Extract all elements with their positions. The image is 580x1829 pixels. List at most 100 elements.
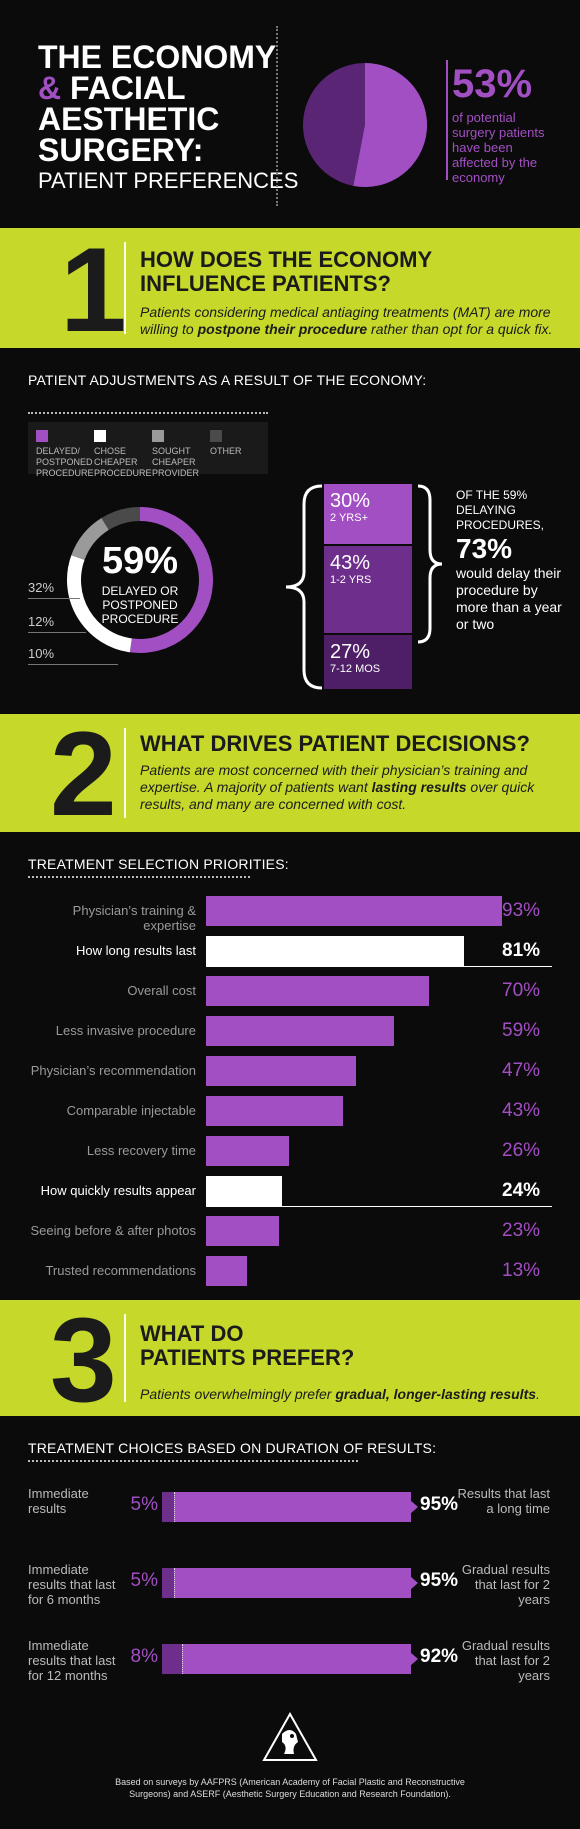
duration-right-pct: 95% xyxy=(420,1570,459,1591)
delay-note-post: would delay their procedure by more than… xyxy=(456,565,562,632)
delay-stack-label: 43% 1-2 YRS xyxy=(330,552,371,586)
duration-right-pct: 95% xyxy=(420,1494,459,1515)
section1-body-bold: postpone their procedure xyxy=(197,321,368,337)
section3-body: Patients overwhelmingly prefer gradual, … xyxy=(140,1386,570,1403)
stat-text: of potential surgery patients have been … xyxy=(452,110,545,185)
priority-value: 23% xyxy=(502,1220,541,1241)
priority-label: Seeing before & after photos xyxy=(30,1223,196,1238)
section3-number: 3 xyxy=(50,1293,117,1427)
priority-value: 93% xyxy=(502,900,541,921)
duration-right-label: Gradual results that last for 2 years xyxy=(461,1562,550,1607)
priority-bar xyxy=(206,1096,343,1126)
duration-bar-gradual xyxy=(174,1492,411,1522)
duration-right-pct: 92% xyxy=(420,1646,459,1667)
duration-bar-gradual xyxy=(174,1568,411,1598)
section2-body: Patients are most concerned with their p… xyxy=(140,762,560,813)
duration-bar-arrow xyxy=(410,1576,418,1590)
duration-left-pct: 5% xyxy=(130,1570,158,1591)
duration-left-label: Immediate results that last for 12 month… xyxy=(28,1638,116,1683)
priority-value: 43% xyxy=(502,1100,541,1121)
priority-value: 59% xyxy=(502,1020,541,1041)
delay-stack-period: 1-2 YRS xyxy=(330,574,372,586)
priority-bar xyxy=(206,896,502,926)
donut-label-32: 32% xyxy=(28,580,55,595)
source-note: Based on surveys by AAFPRS (American Aca… xyxy=(115,1777,465,1799)
section2-rule xyxy=(124,728,126,818)
duration-bar-immediate xyxy=(162,1644,182,1674)
donut-center-value: 59% xyxy=(101,540,179,582)
priority-label: Less recovery time xyxy=(86,1143,196,1158)
duration-left-label: Immediate results xyxy=(28,1486,89,1516)
section3-body-bold: gradual, longer-lasting results xyxy=(335,1386,537,1402)
priorities-rule xyxy=(28,876,250,878)
section3-title: WHAT DO PATIENTS PREFER? xyxy=(140,1322,440,1370)
title-line4: SURGERY: xyxy=(38,132,204,168)
priority-bar xyxy=(206,976,429,1006)
legend-swatch xyxy=(210,430,222,442)
legend-label: SOUGHT CHEAPER PROVIDER xyxy=(152,446,200,478)
section3-body-post: . xyxy=(536,1386,540,1402)
priority-value: 13% xyxy=(502,1260,541,1281)
duration-bar-arrow xyxy=(410,1652,418,1666)
priority-value: 47% xyxy=(502,1060,541,1081)
legend-swatch xyxy=(36,430,48,442)
priority-label: How quickly results appear xyxy=(40,1183,196,1198)
priority-underline xyxy=(206,966,552,967)
affected-pie-chart xyxy=(303,63,427,187)
duration-bar-immediate xyxy=(162,1568,174,1598)
priority-underline xyxy=(206,1206,552,1207)
legend-swatch xyxy=(94,430,106,442)
adjustments-heading: PATIENT ADJUSTMENTS AS A RESULT OF THE E… xyxy=(28,372,427,388)
section2-body-post: over quick results, and many are concern… xyxy=(140,779,535,812)
duration-right-label: Gradual results that last for 2 years xyxy=(461,1638,550,1683)
section3-title-line1: WHAT DO xyxy=(140,1321,244,1346)
duration-right-label: Results that last a long time xyxy=(457,1486,551,1516)
section1-body: Patients considering medical antiaging t… xyxy=(140,304,570,338)
donut-center-label: DELAYED OR POSTPONED PROCEDURE xyxy=(101,584,179,626)
section3-title-line2: PATIENTS PREFER? xyxy=(140,1345,355,1370)
priority-value: 26% xyxy=(502,1140,541,1161)
section2-body-pre: Patients are most concerned with their p… xyxy=(140,762,528,795)
donut-label-12: 12% xyxy=(28,614,55,629)
duration-bar-arrow xyxy=(410,1500,418,1514)
priority-value: 81% xyxy=(502,940,541,961)
delay-stack-period: 7-12 MOS xyxy=(330,663,381,675)
title-line2: FACIAL xyxy=(70,70,186,106)
section1-band: 1 HOW DOES THE ECONOMY INFLUENCE PATIENT… xyxy=(0,223,580,357)
title-line2-wrap: & FACIAL xyxy=(38,70,278,106)
delay-stack-period: 2 YRS+ xyxy=(330,512,369,524)
delay-stack-segment: 43% 1-2 YRS xyxy=(324,546,412,633)
priority-bar xyxy=(206,1256,247,1286)
section1-rule xyxy=(124,242,126,334)
duration-left-pct: 5% xyxy=(130,1494,158,1515)
adjustments-donut-chart xyxy=(67,507,213,653)
priority-value: 70% xyxy=(502,980,541,1001)
priorities-heading: TREATMENT SELECTION PRIORITIES: xyxy=(28,856,289,872)
priority-bar xyxy=(206,1016,394,1046)
section1-title: HOW DOES THE ECONOMY INFLUENCE PATIENTS? xyxy=(140,247,432,296)
donut-leader-12 xyxy=(28,632,86,633)
donut-seg-delayed xyxy=(129,507,213,653)
brace-left xyxy=(285,484,323,690)
delay-stack-pct: 27% xyxy=(330,641,371,663)
donut-seg-cheaper-provider xyxy=(71,517,110,561)
section1-body-pre: Patients considering medical antiaging t… xyxy=(140,304,551,337)
legend-label: DELAYED/ POSTPONED PROCEDURE xyxy=(36,446,94,478)
section2-band: 2 WHAT DRIVES PATIENT DECISIONS? Patient… xyxy=(0,714,580,834)
section1-number: 1 xyxy=(60,223,127,357)
priority-bar xyxy=(206,1056,356,1086)
donut-seg-cheaper-procedure xyxy=(67,555,133,653)
donut-leader-10 xyxy=(28,664,118,665)
title-line1: THE ECONOMY xyxy=(38,39,277,75)
duration-left-pct: 8% xyxy=(130,1646,158,1667)
title-line3: AESTHETIC xyxy=(38,101,220,137)
delay-note-pre: OF THE 59% DELAYING PROCEDURES, xyxy=(456,488,545,532)
delay-note-value: 73% xyxy=(456,533,513,564)
header-subtitle: PATIENT PREFERENCES xyxy=(38,168,299,193)
delay-stack-segment: 27% 7-12 MOS xyxy=(324,635,412,689)
priority-value: 24% xyxy=(502,1180,541,1201)
section3-rule xyxy=(124,1314,126,1402)
donut-label-10: 10% xyxy=(28,646,55,661)
priority-label: Less invasive procedure xyxy=(55,1023,196,1038)
section3-band: 3 WHAT DO PATIENTS PREFER? Patients over… xyxy=(0,1300,580,1420)
